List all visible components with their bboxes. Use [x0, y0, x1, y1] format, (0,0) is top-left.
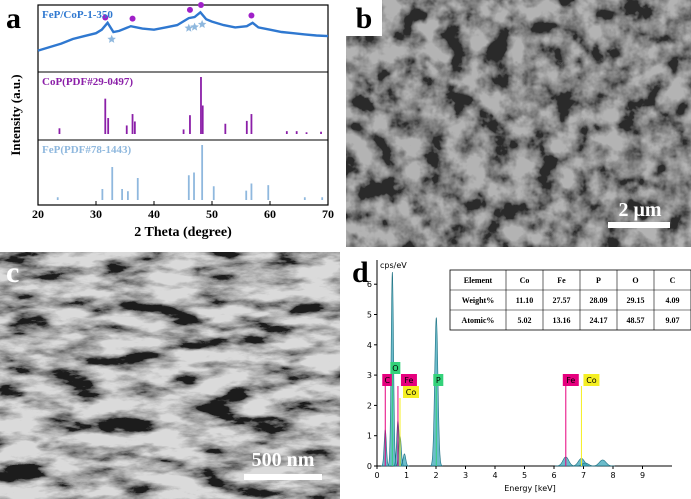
label-box [346, 0, 382, 36]
element-tag-label: Co [406, 388, 417, 397]
x-tick-label: 50 [206, 207, 218, 221]
element-tag [562, 374, 579, 386]
y-tick-label: 6 [367, 280, 372, 289]
x-axis-label: 2 Theta (degree) [134, 225, 232, 240]
x-tick-label: 0 [374, 471, 379, 480]
table-cell: 13.16 [553, 316, 571, 325]
y-axis-label: cps/eV [380, 261, 407, 270]
scale-bar-label: 500 nm [252, 449, 315, 471]
panel-label: d [352, 256, 369, 289]
peak-marker [248, 12, 255, 19]
table-cell: 27.57 [553, 296, 571, 305]
panel-label: c [6, 256, 19, 289]
peak-marker [129, 15, 136, 22]
spectrum-peak [590, 459, 616, 467]
x-tick-label: 1 [404, 471, 409, 480]
table-cell: O [632, 276, 638, 285]
peak-marker [102, 14, 109, 21]
element-tag [382, 374, 393, 386]
table-cell: 11.10 [516, 296, 534, 305]
peak-marker [190, 22, 199, 31]
table-cell: Fe [557, 276, 566, 285]
element-tag-label: C [384, 376, 390, 385]
table-frame [449, 269, 691, 331]
x-tick-label: 70 [322, 207, 334, 221]
peak-marker [197, 2, 204, 9]
trace-label: FeP/CoP-1-350 [42, 9, 113, 21]
element-tag [583, 374, 600, 386]
y-tick-label: 5 [367, 311, 372, 320]
x-tick-label: 40 [148, 207, 160, 221]
sem-image [0, 252, 340, 499]
x-tick-label: 30 [90, 207, 102, 221]
scale-bar-label: 2 μm [619, 199, 662, 221]
scale-bar [608, 222, 670, 228]
plot-frame [37, 4, 329, 206]
x-tick-label: 9 [640, 471, 645, 480]
sem-image [346, 0, 691, 247]
table-cell: 29.15 [627, 296, 645, 305]
x-tick-label: 2 [433, 471, 438, 480]
x-tick-label: 5 [522, 471, 527, 480]
y-tick-label: 2 [367, 401, 372, 410]
peak-marker [186, 6, 193, 13]
element-tag [390, 362, 401, 374]
peak-marker [107, 34, 116, 43]
element-tag-label: O [392, 364, 398, 373]
x-tick-label: 60 [264, 207, 276, 221]
y-axis-label: Intensity (a.u.) [8, 74, 23, 155]
element-tag [400, 374, 417, 386]
peak-marker [184, 23, 194, 32]
table-cell: Co [520, 276, 530, 285]
trace-label: CoP(PDF#29-0497) [42, 76, 133, 88]
element-tag [403, 386, 420, 398]
spectrum-peak [399, 453, 410, 467]
table-cell: Element [464, 276, 493, 285]
measured-trace [37, 10, 329, 52]
x-tick-label: 6 [551, 471, 556, 480]
scale-bar [244, 474, 322, 480]
element-tag-label: Co [586, 376, 597, 385]
table-cell: 9.07 [666, 316, 680, 325]
element-tag-label: Fe [404, 376, 413, 385]
panel-label: a [6, 2, 21, 35]
y-tick-label: 1 [367, 432, 372, 441]
x-tick-label: 7 [581, 471, 586, 480]
peak-marker [197, 19, 207, 28]
element-tag [433, 374, 444, 386]
table-cell: 5.02 [518, 316, 532, 325]
y-tick-label: 3 [367, 371, 372, 380]
x-axis-label: Energy [keV] [504, 484, 556, 493]
x-tick-label: 4 [492, 471, 497, 480]
trace-label: FeP(PDF#78-1443) [42, 144, 132, 156]
x-tick-label: 8 [610, 471, 615, 480]
panel-label: b [356, 2, 373, 35]
x-tick-label: 3 [463, 471, 468, 480]
table-cell: 24.17 [590, 316, 608, 325]
table-cell: 28.09 [590, 296, 608, 305]
x-tick-label: 20 [32, 207, 44, 221]
table-cell: Weight% [462, 296, 494, 305]
element-tag-label: P [436, 376, 441, 385]
table-cell: 48.57 [627, 316, 645, 325]
table-cell: C [670, 276, 676, 285]
element-tag-label: Fe [566, 376, 575, 385]
y-tick-label: 0 [367, 462, 372, 471]
table-cell: Atomic% [462, 316, 495, 325]
table-cell: P [596, 276, 601, 285]
table-cell: 4.09 [666, 296, 680, 305]
y-tick-label: 4 [367, 341, 372, 350]
